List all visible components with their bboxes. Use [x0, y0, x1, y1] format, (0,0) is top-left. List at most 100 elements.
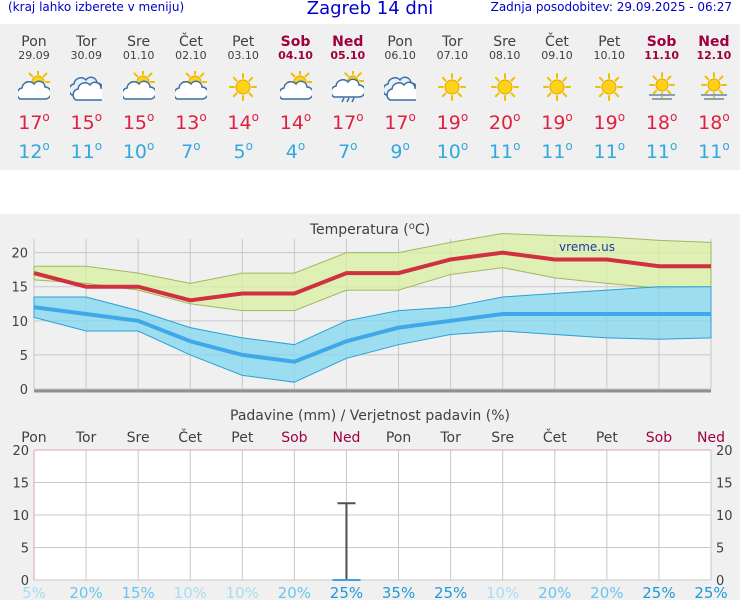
min-temperature: 12o [18, 139, 50, 163]
precip-ytick-left: 20 [12, 444, 29, 459]
precip-xtick-label: Čet [178, 428, 202, 446]
forecast-day: Sre 08.10 20o 11o [479, 24, 531, 170]
forecast-day: Pon 06.10 17o 9o [374, 24, 426, 170]
daily-forecast-strip: Pon 29.09 17o 12o Tor 30.09 15o 11o Sre 01.10 15o 1… [0, 24, 740, 170]
precip-probability-label: 10% [226, 584, 259, 600]
day-date: 06.10 [384, 49, 416, 62]
max-temperature: 17o [384, 110, 416, 134]
temp-ytick-label: 10 [11, 315, 28, 330]
hazy-sun-icon [700, 72, 727, 100]
precip-probability-label: 25% [330, 584, 363, 600]
day-date: 12.10 [696, 49, 732, 62]
max-temperature: 17o [18, 110, 50, 134]
precip-ytick-left: 10 [12, 509, 29, 524]
precip-xtick-label: Pet [596, 430, 619, 446]
max-temperature: 15o [122, 110, 155, 134]
precip-probability-label: 25% [434, 584, 467, 600]
min-temperature: 5o [233, 139, 253, 163]
max-temperature: 15o [70, 110, 103, 134]
day-date: 10.10 [593, 49, 626, 62]
forecast-day: Ned 05.10 17o 7o [322, 24, 374, 170]
precip-probability-label: 35% [382, 584, 415, 600]
forecast-day: Čet 09.10 19o 11o [531, 24, 583, 170]
min-temperature: 11o [645, 139, 678, 163]
precip-xtick-label: Tor [439, 430, 461, 446]
hazy-sun-icon [648, 72, 675, 100]
min-temperature: 7o [338, 139, 358, 163]
day-name: Čet [545, 34, 569, 50]
day-date: 11.10 [644, 49, 679, 62]
forecast-day: Pet 10.10 19o 11o [583, 24, 635, 170]
forecast-day: Ned 12.10 18o 11o [688, 24, 740, 170]
forecast-day: Tor 07.10 19o 10o [426, 24, 478, 170]
charts-svg: Temperatura (oC) 0 5 10 15 20 vreme.us Padavin… [11, 221, 733, 602]
forecast-day: Tor 30.09 15o 11o [60, 24, 112, 170]
precip-xtick-label: Pon [386, 430, 411, 446]
max-temperature: 14o [227, 110, 259, 134]
sun-icon [490, 73, 519, 101]
min-temperature: 10o [436, 139, 469, 163]
page-title: Zagreb 14 dni [306, 0, 434, 19]
precip-xtick-label: Čet [543, 428, 567, 446]
min-temperature: 10o [122, 139, 155, 163]
temp-ytick-label: 0 [20, 383, 28, 398]
cloudy-icon [384, 76, 417, 101]
precip-xtick-label: Sob [281, 430, 307, 446]
min-temperature: 11o [70, 139, 103, 163]
day-date: 08.10 [488, 49, 521, 62]
min-temperature: 11o [593, 139, 626, 163]
precip-xtick-label: Ned [332, 430, 360, 446]
temp-chart-title: Temperatura (oC) [309, 221, 430, 238]
watermark: vreme.us [559, 240, 615, 254]
precip-ytick-left: 0 [21, 574, 29, 589]
day-date: 01.10 [122, 49, 155, 62]
precip-probability-label: 15% [121, 584, 154, 600]
day-date: 30.09 [70, 49, 103, 62]
precip-ytick-right: 10 [716, 509, 733, 524]
precip-probability-label: 25% [694, 584, 727, 600]
sun-icon [229, 73, 258, 101]
day-date: 07.10 [436, 49, 469, 62]
partly-cloudy-sun-icon [122, 71, 155, 100]
max-temp-line [33, 250, 711, 303]
day-name: Ned [698, 34, 730, 50]
precip-probability-label: 10% [486, 584, 519, 600]
cloudy-icon [70, 76, 103, 101]
precip-xtick-label: Tor [75, 430, 97, 446]
max-temperature: 18o [645, 110, 678, 134]
day-date: 02.10 [175, 49, 207, 62]
precip-probability-label: 5% [22, 584, 46, 600]
precip-probability-label: 25% [642, 584, 675, 600]
precip-xtick-label: Pon [21, 430, 46, 446]
temp-ytick-label: 20 [11, 247, 28, 262]
min-temperature: 7o [181, 139, 201, 163]
day-name: Čet [178, 34, 203, 50]
day-name: Tor [442, 34, 463, 50]
max-temperature: 19o [593, 110, 626, 134]
day-date: 29.09 [18, 49, 50, 62]
max-temperature: 20o [488, 110, 521, 134]
sun-icon [595, 73, 624, 101]
precip-chart-title: Padavine (mm) / Verjetnost padavin (%) [230, 408, 510, 424]
precipitation-chart: Padavine (mm) / Verjetnost padavin (%) Po… [12, 408, 733, 602]
precip-xtick-label: Ned [697, 430, 725, 446]
forecast-day: Pet 03.10 14o 5o [217, 24, 269, 170]
max-temperature: 19o [541, 110, 573, 134]
day-name: Pet [232, 34, 255, 50]
max-temperature: 19o [436, 110, 469, 134]
precip-ytick-right: 5 [716, 542, 724, 557]
precip-xtick-label: Sre [127, 430, 150, 446]
location-menu-link[interactable]: (kraj lahko izberete v meniju) [8, 0, 185, 14]
min-temperature: 11o [541, 139, 573, 163]
temp-ytick-label: 15 [11, 281, 28, 296]
max-temperature: 17o [332, 110, 364, 134]
precip-xtick-label: Sob [646, 430, 672, 446]
min-temperature: 9o [390, 139, 410, 163]
precip-ytick-left: 5 [21, 542, 29, 557]
precip-probability-label: 20% [69, 584, 102, 600]
max-temperature: 14o [279, 110, 312, 134]
day-name: Pon [387, 34, 413, 50]
partly-cloudy-sun-icon [18, 71, 50, 100]
precip-probability-label: 20% [278, 584, 311, 600]
temp-ytick-label: 5 [20, 349, 28, 364]
